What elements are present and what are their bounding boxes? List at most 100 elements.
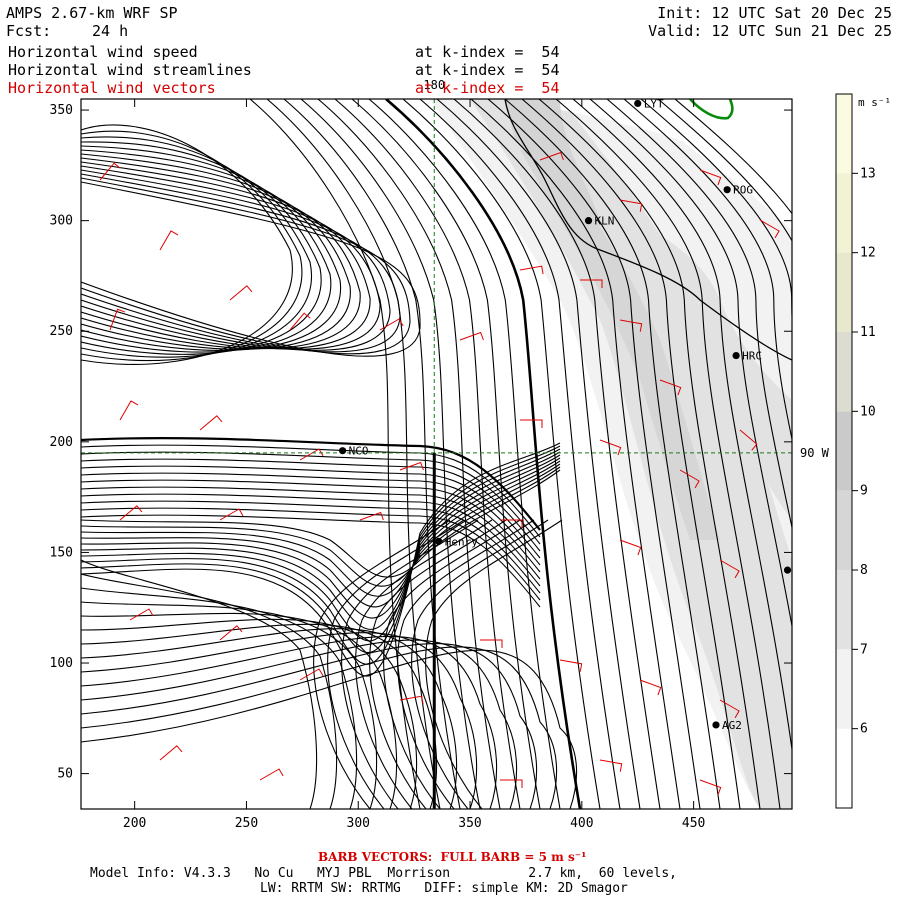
wind-barb (659, 379, 682, 396)
streamline (385, 99, 582, 809)
colorbar-segment (836, 490, 852, 570)
streamline (425, 519, 563, 809)
streamline (81, 479, 541, 573)
station-label: HRC (742, 350, 762, 363)
streamline (81, 444, 541, 538)
y-tick-label: 150 (50, 545, 73, 560)
x-tick-label: 400 (570, 816, 593, 831)
wind-barb (619, 539, 642, 556)
streamline (81, 145, 332, 353)
field-level-wind-speed: at k-index = 54 (415, 43, 560, 61)
wind-barb (399, 695, 424, 705)
wind-barb (229, 285, 253, 301)
streamline (81, 130, 303, 361)
streamline (317, 99, 501, 809)
streamline (555, 99, 781, 809)
streamline (81, 157, 361, 350)
station-marker (634, 99, 642, 108)
x-tick-label: 350 (458, 816, 481, 831)
streamline (572, 99, 792, 754)
station-label: AG2 (722, 719, 742, 732)
wind-barb (559, 659, 583, 672)
station-label: LYT (644, 97, 664, 110)
wind-barb (759, 219, 780, 239)
wind-barb (159, 745, 183, 761)
streamline (81, 161, 371, 350)
streamline (81, 153, 351, 350)
streamline (249, 99, 421, 809)
coastline (504, 99, 792, 361)
init-time: Init: 12 UTC Sat 20 Dec 25 (657, 4, 892, 22)
station-marker (712, 721, 720, 729)
wind-barb (619, 319, 643, 332)
y-tick-label: 300 (50, 214, 73, 229)
field-name-vectors: Horizontal wind vectors (8, 79, 216, 97)
model-info: Model Info: V4.3.3 No Cu MYJ PBL Morriso… (90, 866, 677, 881)
streamline (81, 136, 313, 358)
forecast-label: Fcst: (6, 22, 52, 40)
wind-barb (159, 230, 179, 251)
colorbar-tick-label: 8 (860, 563, 868, 578)
station-label: ROG (733, 184, 753, 197)
colorbar-tick-label: 13 (860, 166, 876, 181)
colorbar-segment (836, 728, 852, 808)
wind-barb (359, 511, 384, 521)
station-marker (732, 351, 740, 360)
field-level-vectors: at k-index = 54 (415, 79, 560, 97)
streamline (368, 99, 561, 809)
wind-barb (599, 759, 623, 772)
plot-area (81, 99, 792, 809)
streamline (402, 99, 601, 809)
streamline (81, 639, 518, 809)
streamline (640, 99, 792, 327)
x-tick-label: 300 (347, 816, 370, 831)
streamline (606, 99, 792, 531)
model-title: AMPS 2.67-km WRF SP (6, 4, 178, 22)
y-tick-label: 350 (50, 103, 73, 118)
y-tick-label: 250 (50, 324, 73, 339)
wind-barb (539, 151, 564, 161)
streamline (341, 519, 479, 809)
streamline (81, 507, 541, 601)
station-marker (723, 186, 731, 194)
streamline (81, 169, 391, 351)
wind-barb (129, 608, 154, 621)
wind-barb (599, 439, 622, 456)
streamline (504, 99, 721, 809)
wind-barb (699, 779, 722, 796)
field-level-streamlines: at k-index = 54 (415, 61, 560, 79)
streamline (81, 559, 318, 809)
streamline (81, 486, 541, 580)
y-tick-label: 100 (50, 656, 73, 671)
station-marker (338, 447, 347, 455)
streamline (81, 642, 538, 809)
streamline (411, 519, 549, 809)
wind-barb (699, 169, 722, 186)
streamline (313, 519, 451, 809)
colorbar-segment (836, 252, 852, 332)
streamline (453, 99, 661, 809)
streamline (81, 165, 381, 350)
parallel-label: 90 W (800, 446, 830, 460)
streamline (657, 99, 792, 243)
station-label: NCO (349, 445, 369, 458)
x-tick-label: 450 (682, 816, 705, 831)
station-label: KLN (595, 215, 615, 228)
wind-barb (619, 199, 643, 212)
streamline (300, 99, 481, 809)
wind-barb (109, 308, 126, 331)
streamline (623, 99, 792, 443)
wind-barb (99, 162, 121, 181)
streamline (81, 458, 541, 552)
speed-shade (470, 99, 792, 809)
streamline (355, 519, 493, 809)
streamline (81, 177, 411, 355)
station-marker (584, 217, 593, 225)
streamline (81, 623, 438, 809)
colorbar-segment (836, 332, 852, 412)
colorbar-tick-label: 9 (860, 484, 868, 499)
streamline (81, 124, 293, 365)
wind-barb (639, 679, 662, 696)
streamline (81, 514, 541, 608)
field-name-streamlines: Horizontal wind streamlines (8, 61, 252, 79)
